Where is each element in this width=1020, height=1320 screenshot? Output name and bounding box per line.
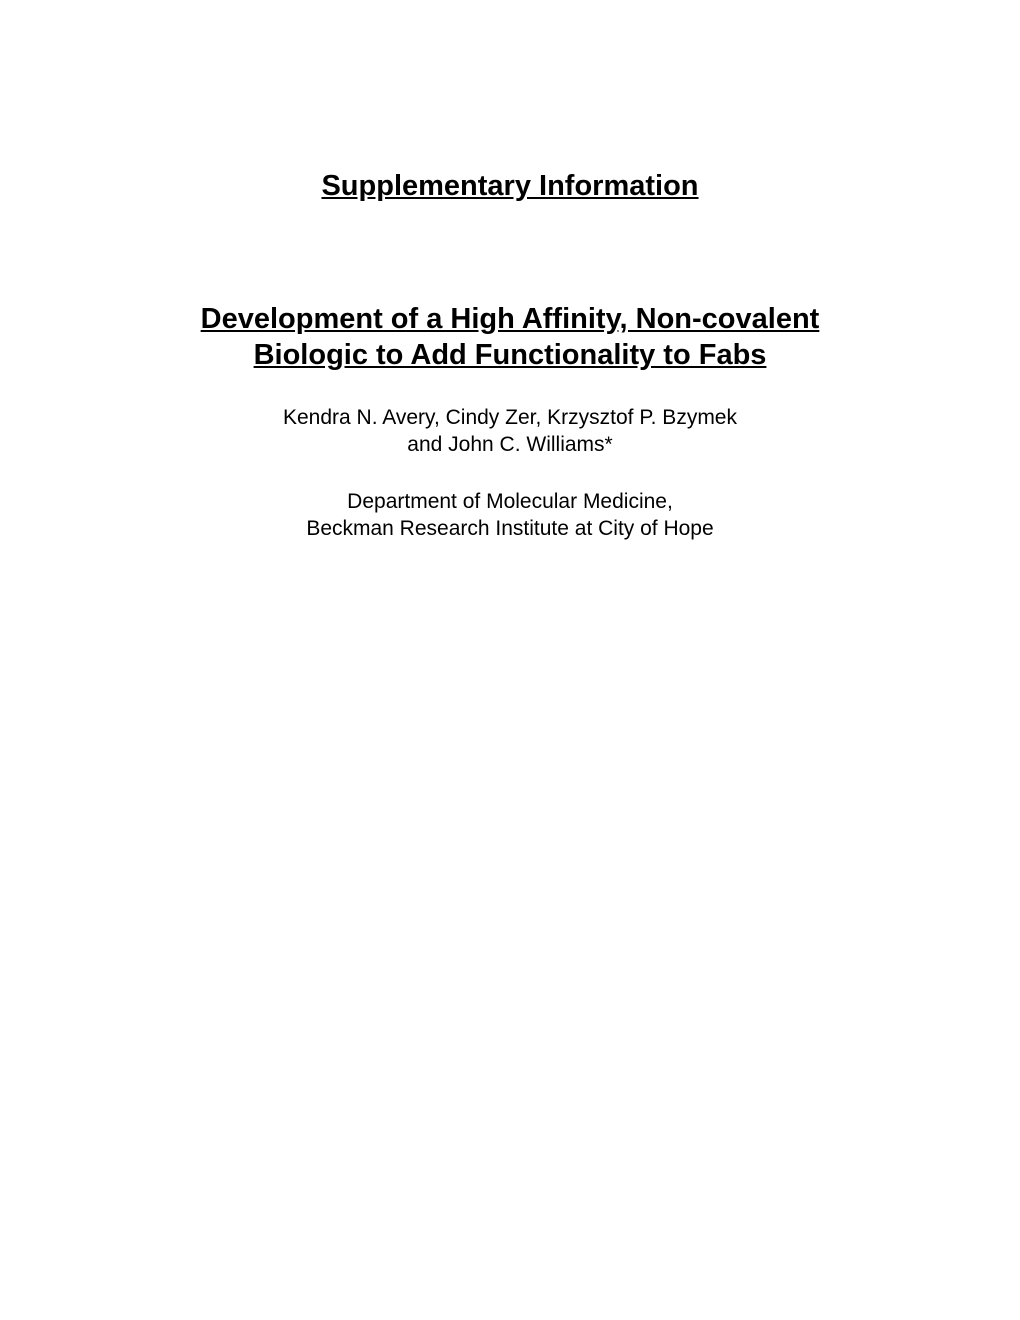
title-line-2: Biologic to Add Functionality to Fabs: [254, 339, 767, 371]
affiliation: Department of Molecular Medicine, Beckma…: [110, 488, 910, 543]
section-heading: Supplementary Information: [110, 170, 910, 203]
authors-line-2: and John C. Williams*: [407, 433, 612, 456]
authors-line-1: Kendra N. Avery, Cindy Zer, Krzysztof P.…: [283, 406, 737, 429]
affiliation-line-2: Beckman Research Institute at City of Ho…: [306, 517, 713, 540]
affiliation-line-1: Department of Molecular Medicine,: [347, 490, 673, 513]
authors: Kendra N. Avery, Cindy Zer, Krzysztof P.…: [110, 404, 910, 459]
document-title: Development of a High Affinity, Non-cova…: [110, 301, 910, 374]
title-line-1: Development of a High Affinity, Non-cova…: [201, 303, 820, 335]
